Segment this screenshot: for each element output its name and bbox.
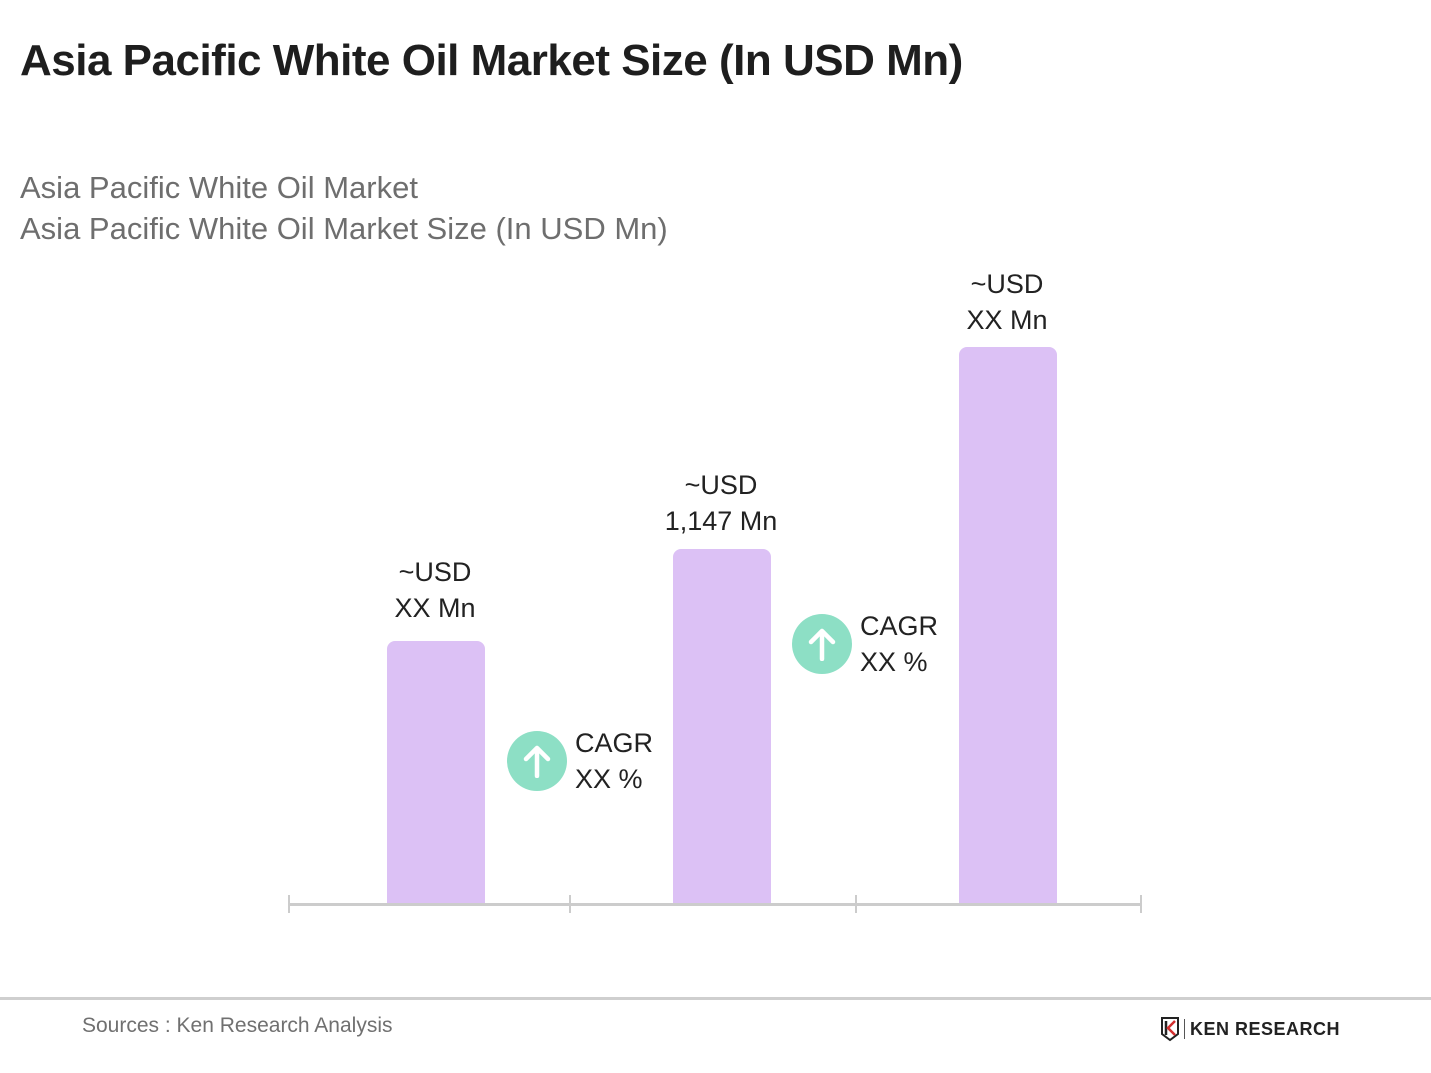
cagr-value: XX % xyxy=(860,647,928,677)
chart-subtitle-line1: Asia Pacific White Oil Market xyxy=(20,170,418,205)
logo-separator xyxy=(1184,1019,1185,1039)
ken-research-logo-icon xyxy=(1161,1017,1179,1042)
bar-value-label: ~USD 1,147 Mn xyxy=(621,467,821,539)
bar-period-1 xyxy=(387,641,485,904)
footer-divider xyxy=(0,997,1431,1000)
x-axis-tick xyxy=(288,895,290,913)
ken-research-logo: KEN RESEARCH xyxy=(1160,1016,1340,1042)
bar-value-label: ~USD XX Mn xyxy=(907,266,1107,338)
bar-label-currency: ~USD xyxy=(970,269,1044,299)
sources-note: Sources : Ken Research Analysis xyxy=(82,1014,393,1037)
cagr-annotation: CAGR XX % xyxy=(507,725,653,797)
x-axis-line xyxy=(289,903,1142,906)
x-axis-tick xyxy=(1140,895,1142,913)
bar-label-value: XX Mn xyxy=(966,305,1048,335)
chart-title: Asia Pacific White Oil Market Size (In U… xyxy=(20,36,963,85)
logo-text: KEN RESEARCH xyxy=(1190,1018,1341,1039)
bar-period-3 xyxy=(959,347,1057,904)
bar-period-2 xyxy=(673,549,771,904)
chart-subtitle-line2: Asia Pacific White Oil Market Size (In U… xyxy=(20,211,668,246)
cagr-text: CAGR XX % xyxy=(860,608,938,680)
bar-label-value: 1,147 Mn xyxy=(664,506,778,536)
arrow-up-icon xyxy=(792,614,852,674)
cagr-annotation: CAGR XX % xyxy=(792,608,938,680)
x-axis-tick xyxy=(855,895,857,913)
bar-label-value: XX Mn xyxy=(394,593,476,623)
arrow-up-icon xyxy=(507,731,567,791)
x-axis-tick xyxy=(569,895,571,913)
cagr-label: CAGR xyxy=(860,611,939,641)
bar-label-currency: ~USD xyxy=(398,557,472,587)
bar-label-currency: ~USD xyxy=(684,470,758,500)
cagr-label: CAGR xyxy=(575,728,654,758)
cagr-value: XX % xyxy=(575,764,643,794)
cagr-text: CAGR XX % xyxy=(575,725,653,797)
bar-value-label: ~USD XX Mn xyxy=(335,554,535,626)
